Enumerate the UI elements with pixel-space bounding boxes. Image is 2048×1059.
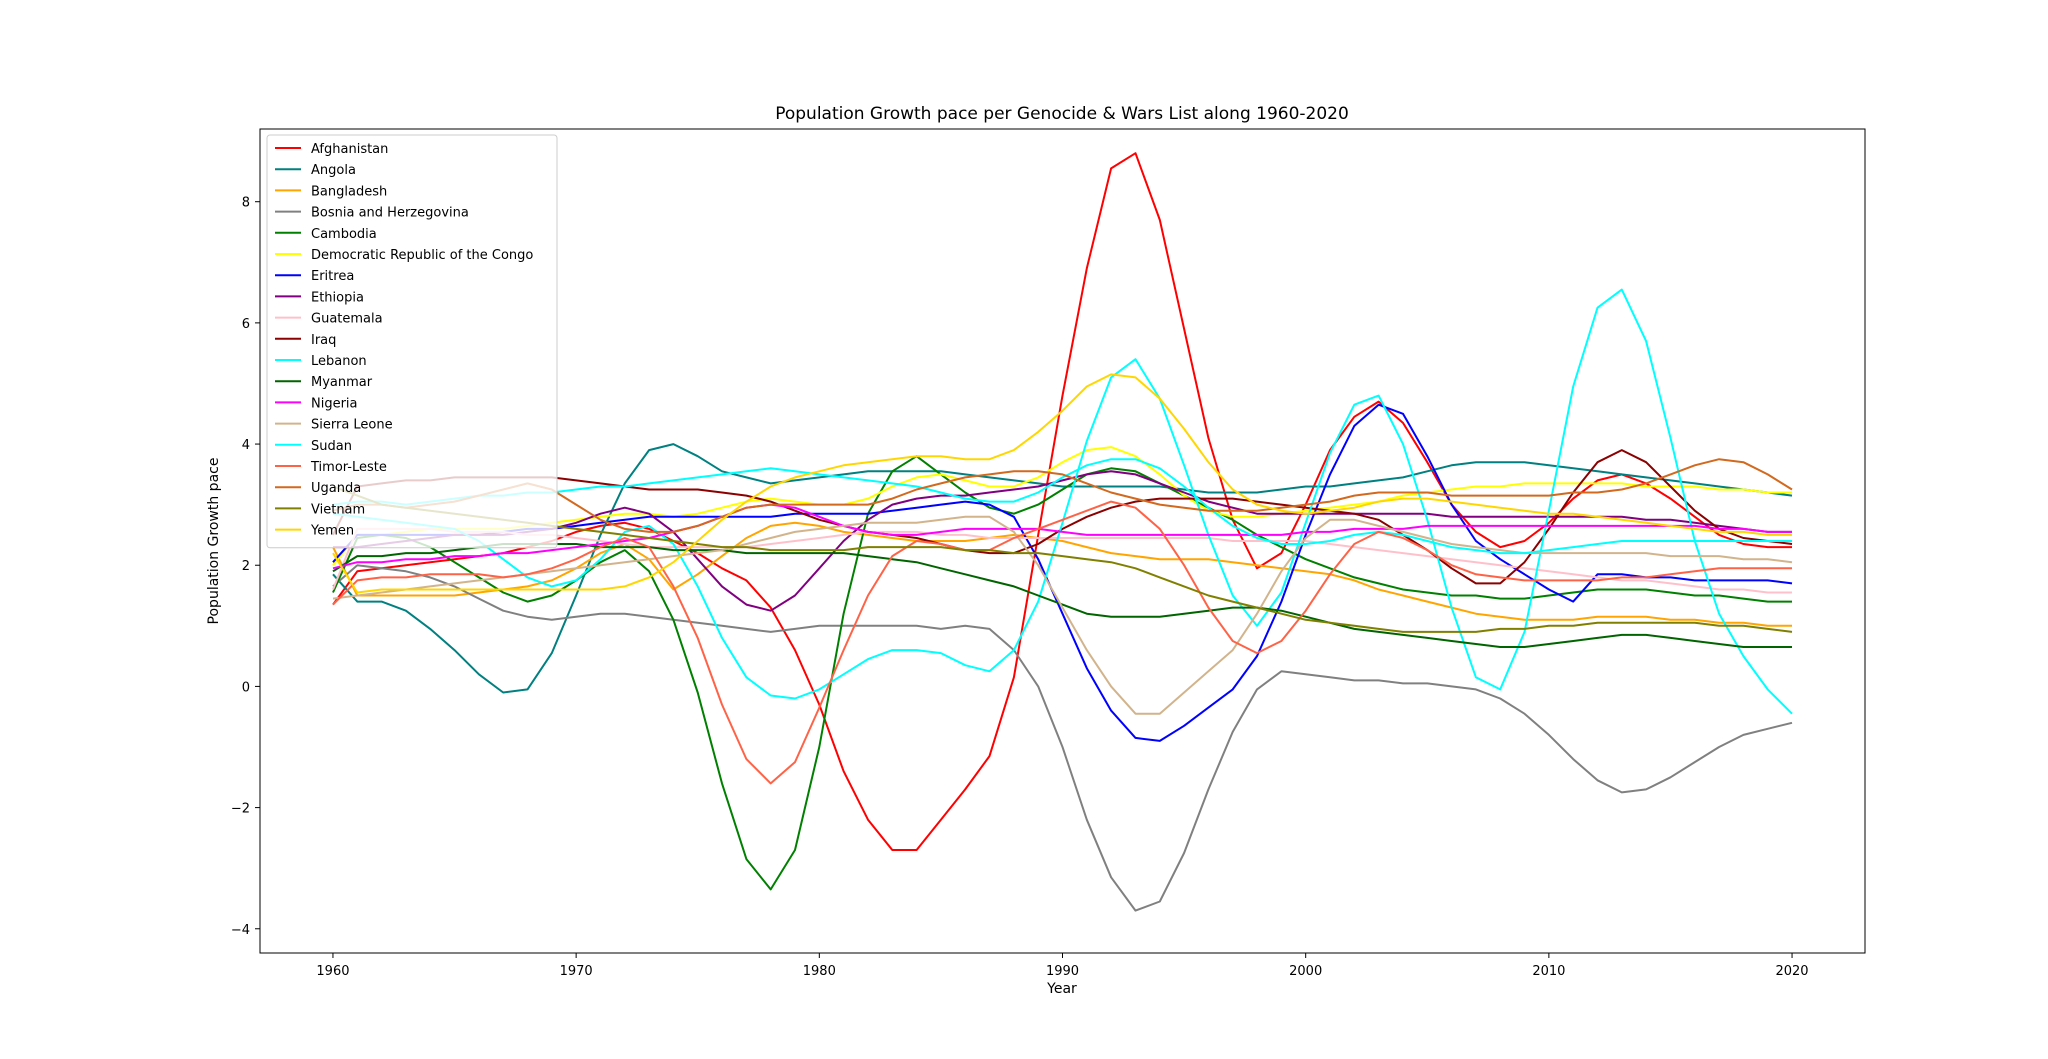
legend-label: Timor-Leste — [310, 460, 387, 475]
legend-label: Cambodia — [311, 227, 377, 242]
legend-item: Sudan — [275, 439, 352, 454]
series-line-sudan — [332, 458, 1792, 555]
legend-item: Myanmar — [275, 375, 373, 390]
series-line-lebanon — [332, 288, 1793, 715]
series-line-sierra-leone — [332, 515, 1793, 715]
x-tick-label: 1960 — [316, 964, 349, 979]
x-tick-label: 2010 — [1532, 964, 1565, 979]
legend-item: Angola — [275, 163, 356, 178]
legend-box — [266, 134, 558, 549]
chart-title: Population Growth pace per Genocide & Wa… — [775, 104, 1349, 124]
legend-label: Sierra Leone — [311, 418, 393, 433]
series-layer — [332, 152, 1793, 912]
legend-label: Iraq — [311, 333, 336, 348]
legend-item: Vietnam — [275, 502, 365, 517]
legend-label: Myanmar — [311, 375, 373, 390]
series-line-uganda — [332, 458, 1793, 533]
x-tick-label: 1970 — [560, 964, 593, 979]
y-axis-label: Population Growth pace — [206, 458, 222, 625]
legend-label: Nigeria — [311, 396, 358, 411]
legend: Afghanistan Angola Bangladesh Bosnia and He… — [266, 134, 558, 549]
legend-label: Yemen — [310, 524, 354, 539]
series-line-myanmar — [332, 543, 1792, 648]
y-tick-label: −2 — [231, 802, 250, 817]
series-line-iraq — [332, 449, 1793, 585]
legend-item: Guatemala — [275, 312, 383, 327]
x-axis: 1960 1970 1980 1990 2000 2010 2020 — [316, 953, 1809, 979]
legend-item: Uganda — [275, 481, 361, 496]
legend-label: Vietnam — [311, 502, 365, 517]
y-tick-label: 2 — [242, 559, 250, 574]
legend-item: Iraq — [275, 333, 336, 348]
legend-label: Eritrea — [311, 269, 354, 284]
legend-label: Bosnia and Herzegovina — [311, 206, 469, 221]
legend-item: Yemen — [275, 524, 354, 539]
x-tick-label: 1980 — [803, 964, 836, 979]
legend-item: Afghanistan — [275, 142, 388, 157]
series-line-democratic-republic-of-the-congo — [332, 446, 1792, 566]
x-tick-label: 2000 — [1289, 964, 1322, 979]
legend-item: Democratic Republic of the Congo — [275, 248, 533, 263]
y-tick-label: 4 — [242, 438, 250, 453]
y-tick-label: −4 — [231, 923, 250, 938]
legend-label: Bangladesh — [311, 184, 387, 199]
series-line-yemen — [332, 373, 1792, 594]
series-line-ethiopia — [333, 470, 1792, 612]
x-tick-label: 2020 — [1775, 964, 1808, 979]
legend-label: Angola — [311, 163, 356, 178]
y-tick-label: 6 — [242, 317, 250, 332]
legend-item: Nigeria — [275, 396, 358, 411]
legend-item: Cambodia — [275, 227, 377, 242]
legend-label: Sudan — [311, 439, 352, 454]
legend-item: Eritrea — [275, 269, 354, 284]
legend-label: Ethiopia — [311, 290, 364, 305]
legend-item: Bangladesh — [275, 184, 387, 199]
x-axis-label: Year — [1046, 981, 1077, 997]
legend-label: Lebanon — [311, 354, 367, 369]
series-line-nigeria — [332, 503, 1792, 570]
series-line-bosnia-and-herzegovina — [332, 564, 1793, 912]
series-line-vietnam — [332, 485, 1793, 633]
legend-item: Timor-Leste — [275, 460, 387, 475]
legend-item: Bosnia and Herzegovina — [275, 206, 469, 221]
series-line-timor-leste — [332, 500, 1792, 785]
y-tick-label: 8 — [242, 196, 250, 211]
series-line-eritrea — [332, 403, 1793, 742]
legend-label: Afghanistan — [311, 142, 388, 157]
series-line-afghanistan — [332, 152, 1792, 851]
legend-item: Lebanon — [275, 354, 367, 369]
legend-label: Democratic Republic of the Congo — [311, 248, 533, 263]
legend-item: Sierra Leone — [275, 418, 393, 433]
x-tick-label: 1990 — [1046, 964, 1079, 979]
legend-label: Uganda — [311, 481, 361, 496]
series-line-guatemala — [332, 527, 1792, 594]
legend-item: Ethiopia — [275, 290, 364, 305]
y-axis: −4 −2 0 2 4 6 8 — [231, 196, 260, 938]
legend-label: Guatemala — [311, 312, 383, 327]
y-tick-label: 0 — [242, 680, 250, 695]
series-line-angola — [332, 443, 1793, 694]
